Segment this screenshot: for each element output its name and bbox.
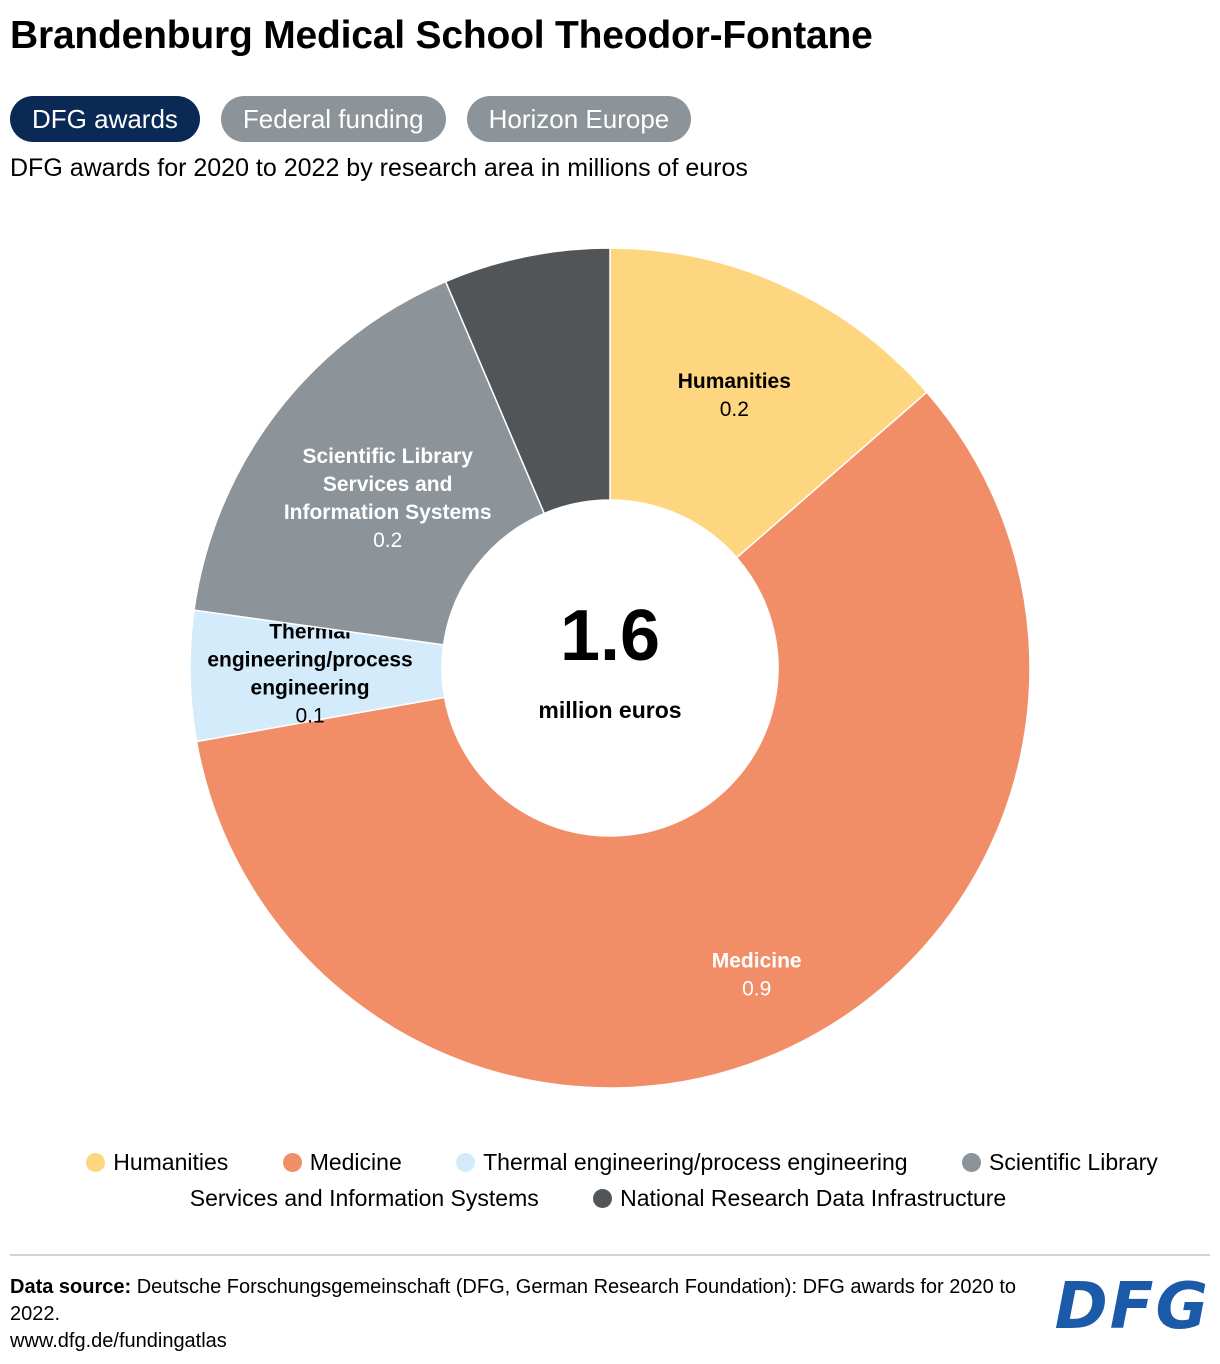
legend-label-library: Scientific Library Services and Informat… [189,1149,1158,1211]
slice-national-research-data-infrastructure [444,247,611,515]
slice-value-scientific-library-services-and-information-systems: 0.2 [373,529,402,552]
page-title: Brandenburg Medical School Theodor-Fonta… [10,14,873,57]
center-value: 1.6 [560,596,660,676]
tab-horizon-europe[interactable]: Horizon Europe [466,96,692,142]
legend-item-medicine: Medicine [282,1149,402,1175]
slice-value-thermal-engineering-process-engineering: 0.1 [295,705,324,728]
chart-subtitle: DFG awards for 2020 to 2022 by research … [10,154,748,182]
slice-scientific-library-services-and-information-systems [193,280,546,646]
legend-dot-thermal [456,1153,476,1172]
tab-dfg-awards[interactable]: DFG awards [10,96,200,142]
tab-federal-funding[interactable]: Federal funding [220,96,446,142]
slice-label-medicine: Medicine [712,950,802,973]
source-text: Deutsche Forschungsgemeinschaft (DFG, Ge… [10,1276,1016,1325]
slice-value-medicine: 0.9 [742,978,771,1001]
legend-dot-nrdi [593,1189,613,1208]
legend-item-nrdi: National Research Data Infrastructure [593,1185,1006,1211]
legend-label-humanities: Humanities [113,1149,229,1175]
legend-dot-medicine [282,1153,302,1172]
slice-value-humanities: 0.2 [720,398,749,421]
donut-chart: Humanities0.2Medicine0.9Thermalengineeri… [189,247,1031,1089]
slice-label-scientific-library-services-and-information-systems: Services and [323,473,453,496]
slice-label-thermal-engineering-process-engineering: engineering [251,677,370,700]
center-label: million euros [538,697,681,723]
source-url[interactable]: www.dfg.de/fundingatlas [10,1330,227,1352]
legend-dot-humanities [86,1153,106,1172]
legend-item-thermal: Thermal engineering/process engineering [456,1149,908,1175]
legend-label-thermal: Thermal engineering/process engineering [483,1149,908,1175]
data-source: Data source: Deutsche Forschungsgemeinsc… [10,1274,1040,1355]
legend-label-medicine: Medicine [309,1149,402,1175]
legend-label-nrdi: National Research Data Infrastructure [620,1185,1007,1211]
slice-humanities [609,247,928,559]
dfg-logo: DFG [1054,1270,1210,1344]
source-label: Data source: [10,1276,132,1298]
legend-dot-library [962,1153,981,1172]
slice-label-humanities: Humanities [678,370,791,393]
slice-label-thermal-engineering-process-engineering: engineering/process [207,649,412,672]
slice-label-scientific-library-services-and-information-systems: Scientific Library [302,445,473,468]
legend-item-humanities: Humanities [86,1149,228,1175]
tab-bar: DFG awards Federal funding Horizon Europ… [10,96,692,142]
slice-medicine [195,391,1031,1089]
chart-legend: Humanities Medicine Thermal engineering/… [20,1144,1200,1216]
footer-divider [10,1254,1210,1256]
slice-label-scientific-library-services-and-information-systems: Information Systems [284,501,492,524]
legend-item-library: Scientific Library Services and Informat… [190,1149,1158,1211]
